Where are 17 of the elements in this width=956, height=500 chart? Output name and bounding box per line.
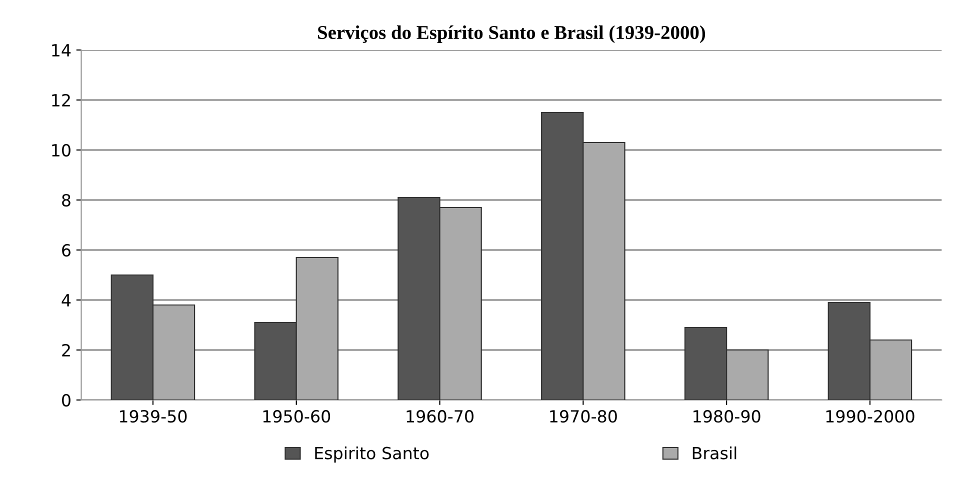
y-tick-label: 4 xyxy=(62,294,71,306)
y-tick-label: 2 xyxy=(62,344,70,356)
y-tick-label: 8 xyxy=(62,194,70,207)
x-tick-label: 1970-80 xyxy=(550,410,617,423)
x-tick-label: 1960-70 xyxy=(406,410,474,423)
y-tick-label: 0 xyxy=(62,394,70,407)
x-tick-label: 1990-2000 xyxy=(826,410,914,423)
x-tick-label: 1939-50 xyxy=(120,410,187,423)
y-tick-label: 14 xyxy=(52,44,71,56)
x-tick-label: 1950-60 xyxy=(263,410,330,423)
y-tick-label: 12 xyxy=(52,94,70,106)
x-tick-label: 1980-90 xyxy=(694,410,760,423)
legend-label: Espirito Santo xyxy=(315,446,429,463)
y-tick-label: 10 xyxy=(52,144,70,157)
chart-title: Serviços do Espírito Santo e Brasil (1939-2000) xyxy=(318,25,706,44)
y-tick-label: 6 xyxy=(62,244,70,257)
legend-label: Brasil xyxy=(692,446,736,460)
